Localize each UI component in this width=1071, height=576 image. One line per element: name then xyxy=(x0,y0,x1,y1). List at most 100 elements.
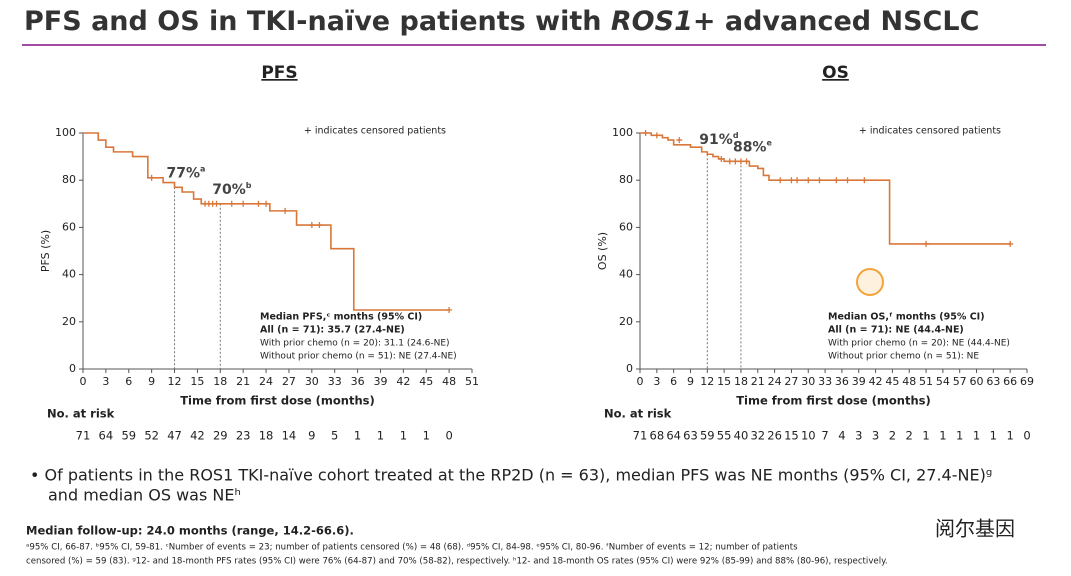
x-tick-label: 24 xyxy=(259,375,273,388)
x-tick-label: 27 xyxy=(784,375,798,388)
at-risk-count: 1 xyxy=(990,429,997,443)
at-risk-count: 63 xyxy=(683,429,698,443)
y-axis-label: OS (%) xyxy=(596,232,609,270)
milestone-sup: d xyxy=(733,131,739,140)
at-risk-count: 68 xyxy=(650,429,665,443)
at-risk-count: 1 xyxy=(973,429,980,443)
follow-up: Median follow-up: 24.0 months (range, 14… xyxy=(26,524,354,538)
censor-mark xyxy=(282,207,289,214)
x-tick-label: 39 xyxy=(373,375,387,388)
censor-mark xyxy=(718,155,725,162)
x-tick-label: 3 xyxy=(102,375,109,388)
y-tick-label: 20 xyxy=(62,315,76,328)
at-risk-count: 4 xyxy=(838,429,845,443)
milestone-sup: a xyxy=(200,164,205,173)
risk-label: No. at risk xyxy=(47,407,115,421)
y-tick-label: 60 xyxy=(62,220,76,233)
at-risk-count: 29 xyxy=(213,429,228,443)
x-tick-label: 30 xyxy=(305,375,319,388)
x-tick-label: 21 xyxy=(751,375,765,388)
x-tick-label: 45 xyxy=(419,375,433,388)
x-tick-label: 3 xyxy=(653,375,660,388)
censor-mark xyxy=(844,177,851,184)
x-tick-label: 15 xyxy=(190,375,204,388)
y-tick-label: 100 xyxy=(612,126,633,139)
milestone-label: 91%d xyxy=(699,131,739,149)
x-tick-label: 33 xyxy=(818,375,832,388)
slide-title: PFS and OS in TKI-naïve patients with RO… xyxy=(24,6,979,37)
at-risk-count: 59 xyxy=(121,429,136,443)
x-tick-label: 30 xyxy=(801,375,815,388)
median-legend: Without prior chemo (n = 51): NE xyxy=(828,352,979,362)
milestone-label: 77%a xyxy=(167,164,206,182)
panel-heading: PFS xyxy=(261,63,297,83)
at-risk-count: 1 xyxy=(354,429,361,443)
censor-mark xyxy=(794,177,801,184)
censor-mark xyxy=(642,130,649,136)
watermark: 阅尔基因 xyxy=(935,517,1015,541)
at-risk-count: 0 xyxy=(1023,429,1030,443)
median-legend: All (n = 71): NE (44.4-NE) xyxy=(828,325,964,336)
title-part: PFS and OS in TKI-naïve patients with xyxy=(24,6,611,37)
censor-mark xyxy=(805,177,812,184)
censor-mark xyxy=(308,222,315,229)
at-risk-count: 5 xyxy=(331,429,338,443)
y-tick-label: 20 xyxy=(619,315,633,328)
at-risk-count: 18 xyxy=(259,429,274,443)
at-risk-count: 40 xyxy=(734,429,749,443)
at-risk-count: 1 xyxy=(377,429,384,443)
at-risk-count: 10 xyxy=(801,429,816,443)
at-risk-count: 3 xyxy=(872,429,879,443)
at-risk-count: 1 xyxy=(922,429,929,443)
censor-mark xyxy=(737,158,744,165)
milestone-label: 70%b xyxy=(212,180,252,198)
x-tick-label: 54 xyxy=(936,375,950,388)
risk-label: No. at risk xyxy=(604,407,672,421)
censor-mark xyxy=(240,200,247,207)
censor-mark xyxy=(228,200,235,207)
x-tick-label: 51 xyxy=(919,375,933,388)
censor-mark xyxy=(743,158,750,165)
at-risk-count: 1 xyxy=(400,429,407,443)
x-tick-label: 12 xyxy=(700,375,714,388)
x-tick-label: 21 xyxy=(236,375,250,388)
x-tick-label: 69 xyxy=(1020,375,1034,388)
median-legend: With prior chemo (n = 20): NE (44.4-NE) xyxy=(828,339,1010,349)
x-tick-label: 18 xyxy=(213,375,227,388)
x-tick-label: 63 xyxy=(986,375,1000,388)
bullet-line: and median OS was NEʰ xyxy=(48,486,241,505)
y-tick-label: 80 xyxy=(62,173,76,186)
at-risk-count: 0 xyxy=(445,429,452,443)
x-tick-label: 57 xyxy=(953,375,967,388)
censor-note: + indicates censored patients xyxy=(859,126,1001,137)
x-tick-label: 0 xyxy=(80,375,87,388)
at-risk-count: 3 xyxy=(855,429,862,443)
at-risk-count: 26 xyxy=(767,429,782,443)
censor-mark xyxy=(1007,240,1014,247)
censor-mark xyxy=(255,200,262,207)
median-legend: Median OS,ᶠ months (95% CI) xyxy=(828,312,985,323)
median-legend: Without prior chemo (n = 51): NE (27.4-N… xyxy=(260,352,457,362)
at-risk-count: 55 xyxy=(717,429,732,443)
bullet-line: • Of patients in the ROS1 TKI-naïve coho… xyxy=(30,466,992,485)
x-tick-label: 18 xyxy=(734,375,748,388)
x-tick-label: 6 xyxy=(670,375,677,388)
x-tick-label: 27 xyxy=(282,375,296,388)
x-tick-label: 24 xyxy=(768,375,782,388)
x-tick-label: 42 xyxy=(869,375,883,388)
y-tick-label: 60 xyxy=(619,220,633,233)
x-tick-label: 12 xyxy=(168,375,182,388)
x-tick-label: 45 xyxy=(885,375,899,388)
milestone-value: 91% xyxy=(699,132,733,148)
censor-note: + indicates censored patients xyxy=(304,126,446,137)
at-risk-count: 71 xyxy=(633,429,648,443)
censor-mark xyxy=(923,240,930,247)
at-risk-count: 23 xyxy=(236,429,251,443)
title-part: ROS1 xyxy=(611,6,693,37)
at-risk-count: 14 xyxy=(282,429,297,443)
y-tick-label: 0 xyxy=(626,362,633,375)
milestone-label: 88%e xyxy=(733,138,773,156)
milestone-sup: e xyxy=(766,138,772,147)
x-tick-label: 39 xyxy=(852,375,866,388)
